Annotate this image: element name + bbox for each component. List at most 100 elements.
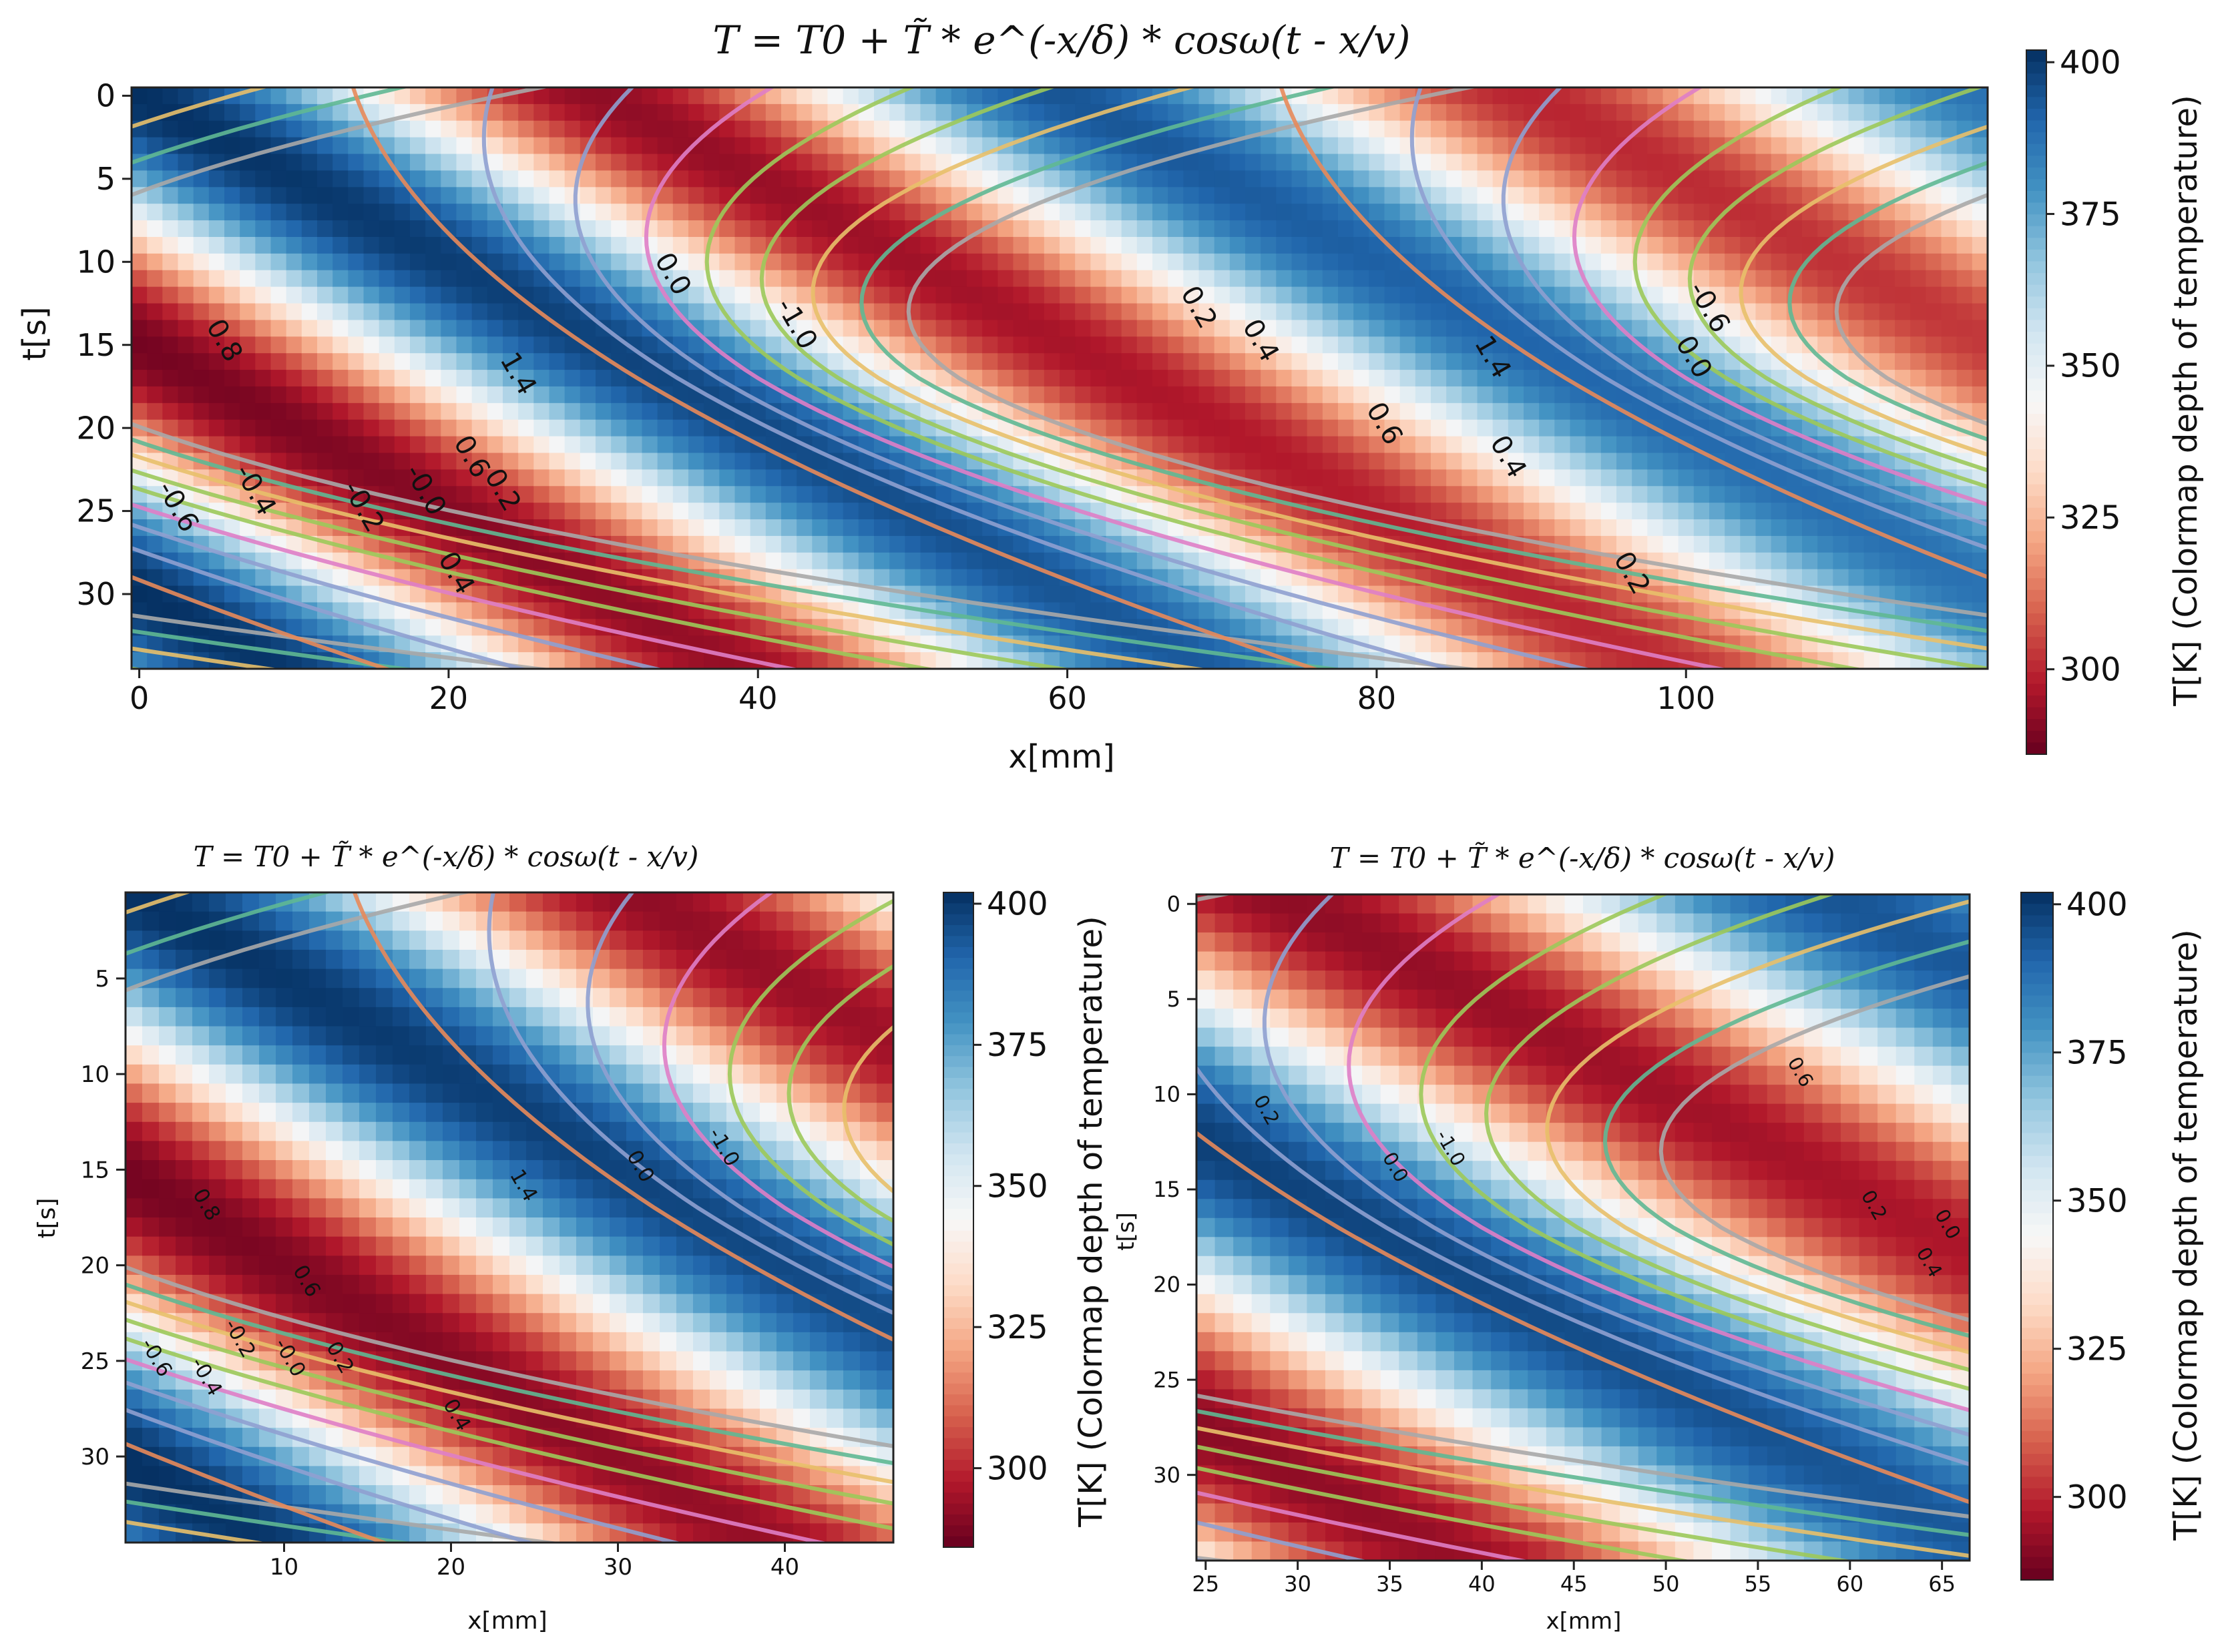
heatmap-cell xyxy=(359,1026,377,1046)
heatmap-cell xyxy=(765,602,782,620)
heatmap-cell xyxy=(611,469,628,487)
heatmap-cell xyxy=(359,1064,377,1085)
heatmap-cell xyxy=(1276,270,1293,288)
heatmap-cell xyxy=(1353,436,1370,454)
heatmap-cell xyxy=(1060,386,1076,404)
heatmap-cell xyxy=(1075,402,1092,421)
heatmap-cell xyxy=(533,170,550,188)
heatmap-cell xyxy=(410,469,426,487)
heatmap-cell xyxy=(193,270,210,288)
heatmap-cell xyxy=(410,585,426,603)
heatmap-cell xyxy=(162,120,179,138)
heatmap-cell xyxy=(518,103,535,121)
heatmap-cell xyxy=(332,453,349,471)
heatmap-cell xyxy=(259,1045,276,1065)
heatmap-cell xyxy=(487,286,503,304)
heatmap-cell xyxy=(812,236,829,254)
heatmap-cell xyxy=(1678,519,1695,537)
heatmap-cell xyxy=(1075,370,1092,387)
heatmap-cell xyxy=(580,103,596,121)
heatmap-cell xyxy=(1632,154,1648,172)
heatmap-cell xyxy=(1709,519,1725,537)
heatmap-cell xyxy=(843,535,859,553)
heatmap-cell xyxy=(147,353,164,370)
heatmap-cell xyxy=(1415,386,1431,404)
heatmap-cell xyxy=(1106,270,1122,288)
heatmap-cell xyxy=(142,949,160,970)
heatmap-cell xyxy=(142,1141,160,1161)
heatmap-cell xyxy=(564,270,581,288)
heatmap-cell xyxy=(441,286,457,304)
heatmap-cell xyxy=(1926,286,1942,304)
heatmap-cell xyxy=(1214,619,1231,637)
heatmap-cell xyxy=(178,286,194,304)
heatmap-cell xyxy=(657,303,674,321)
heatmap-cell xyxy=(1399,386,1416,404)
heatmap-cell xyxy=(348,386,365,404)
heatmap-cell xyxy=(126,1045,143,1065)
heatmap-cell xyxy=(596,469,612,487)
heatmap-cell xyxy=(564,303,581,321)
heatmap-cell xyxy=(142,1217,160,1237)
heatmap-cell xyxy=(309,1045,326,1065)
colorbar-swatch xyxy=(2026,390,2046,403)
heatmap-cell xyxy=(1632,137,1648,155)
heatmap-cell xyxy=(1632,320,1648,338)
heatmap-cell xyxy=(1616,253,1632,271)
heatmap-cell xyxy=(1647,154,1664,172)
heatmap-cell xyxy=(1771,320,1787,338)
heatmap-cell xyxy=(1725,386,1741,404)
heatmap-cell xyxy=(348,236,365,254)
heatmap-cell xyxy=(259,1007,276,1027)
heatmap-cell xyxy=(1291,552,1308,570)
heatmap-cell xyxy=(626,270,643,288)
heatmap-cell xyxy=(1616,652,1632,669)
heatmap-cell xyxy=(688,652,704,669)
heatmap-cell xyxy=(672,87,689,105)
heatmap-cell xyxy=(1585,120,1602,138)
heatmap-cell xyxy=(1291,336,1308,354)
heatmap-cell xyxy=(719,453,736,471)
heatmap-cell xyxy=(301,353,318,370)
heatmap-cell xyxy=(518,469,535,487)
heatmap-cell xyxy=(1632,635,1648,653)
heatmap-cell xyxy=(1833,204,1849,221)
heatmap-cell xyxy=(301,336,318,354)
heatmap-cell xyxy=(1662,503,1679,520)
heatmap-cell xyxy=(1415,286,1431,304)
heatmap-cell xyxy=(1616,370,1632,387)
heatmap-cell xyxy=(409,1103,427,1123)
heatmap-cell xyxy=(276,988,293,1008)
heatmap-cell xyxy=(1462,436,1478,454)
heatmap-cell xyxy=(394,286,411,304)
heatmap-cell xyxy=(920,187,937,204)
heatmap-cell xyxy=(126,1389,143,1410)
heatmap-cell xyxy=(1508,286,1524,304)
heatmap-cell xyxy=(292,1236,310,1257)
heatmap-cell xyxy=(1524,569,1540,587)
heatmap-cell xyxy=(1879,270,1895,288)
colorbar-swatch xyxy=(2026,85,2046,98)
heatmap-cell xyxy=(564,453,581,471)
heatmap-cell xyxy=(1524,469,1540,487)
heatmap-cell xyxy=(301,253,318,271)
heatmap-cell xyxy=(1369,270,1385,288)
heatmap-cell xyxy=(1384,635,1401,653)
heatmap-cell xyxy=(1168,336,1184,354)
heatmap-cell xyxy=(1136,253,1153,271)
heatmap-cell xyxy=(226,930,243,950)
heatmap-cell xyxy=(1492,436,1509,454)
heatmap-cell xyxy=(1214,585,1231,603)
heatmap-cell xyxy=(1276,137,1293,155)
heatmap-cell xyxy=(1833,87,1849,105)
heatmap-cell xyxy=(1693,170,1710,188)
heatmap-cell xyxy=(1570,469,1586,487)
heatmap-cell xyxy=(1121,204,1138,221)
heatmap-cell xyxy=(1910,569,1927,587)
heatmap-cell xyxy=(471,386,488,404)
heatmap-cell xyxy=(394,137,411,155)
heatmap-cell xyxy=(393,930,410,950)
heatmap-cell xyxy=(1384,386,1401,404)
heatmap-cell xyxy=(178,320,194,338)
heatmap-cell xyxy=(1322,402,1339,421)
